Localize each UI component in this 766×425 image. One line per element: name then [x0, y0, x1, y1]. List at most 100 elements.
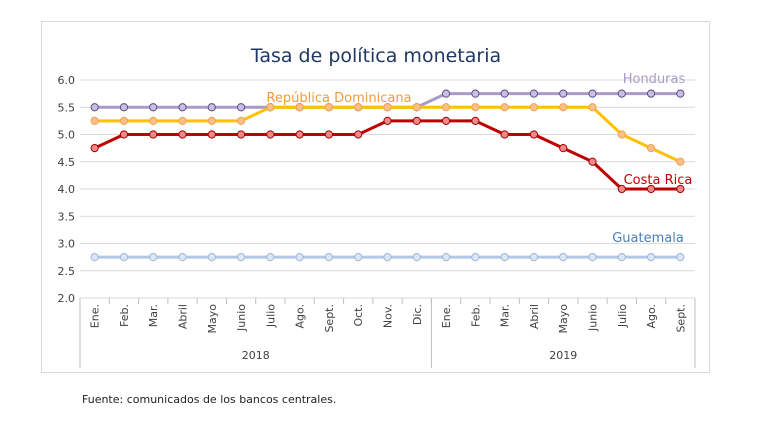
y-tick-label: 2.0: [58, 292, 76, 305]
y-tick-label: 3.5: [58, 210, 76, 223]
data-point-costa-rica: [178, 130, 187, 139]
data-point-honduras: [529, 89, 539, 98]
data-point-republica-dominicana: [266, 103, 275, 112]
x-tick-label: Junio: [235, 304, 248, 332]
data-point-costa-rica: [412, 116, 421, 125]
data-point-republica-dominicana: [617, 130, 626, 139]
data-point-republica-dominicana: [471, 103, 480, 112]
data-point-guatemala: [529, 253, 539, 262]
data-point-guatemala: [471, 253, 480, 262]
data-point-costa-rica: [354, 130, 363, 139]
x-tick-label: Dic.: [411, 304, 424, 325]
x-tick-label: Abril: [177, 304, 190, 329]
data-point-republica-dominicana: [295, 103, 304, 112]
data-point-honduras: [90, 103, 99, 112]
line-chart: Tasa de política monetaria 2.0 2.5 3.0 3.5 4…: [58, 45, 696, 368]
data-point-republica-dominicana: [236, 116, 246, 125]
data-point-honduras: [588, 89, 597, 98]
data-point-honduras: [207, 103, 216, 112]
data-point-guatemala: [266, 253, 275, 262]
y-tick-label: 6.0: [58, 74, 76, 87]
data-point-costa-rica: [646, 184, 656, 194]
data-point-costa-rica: [500, 130, 509, 139]
data-point-guatemala: [588, 253, 597, 262]
y-tick-label: 5.5: [58, 101, 76, 114]
data-point-republica-dominicana: [676, 157, 685, 166]
data-point-honduras: [500, 89, 509, 98]
year-label: 2019: [549, 349, 577, 362]
data-point-guatemala: [149, 253, 158, 262]
x-tick-label: Junio: [587, 304, 600, 332]
data-point-costa-rica: [236, 130, 246, 139]
series-label-guatemala: Guatemala: [612, 231, 684, 246]
x-tick-label: Sept.: [323, 304, 336, 333]
data-point-republica-dominicana: [559, 103, 568, 112]
data-point-guatemala: [324, 253, 334, 262]
data-point-guatemala: [617, 253, 626, 262]
data-point-guatemala: [90, 253, 99, 262]
data-point-guatemala: [383, 253, 392, 262]
series-label-honduras: Honduras: [623, 72, 686, 87]
x-tick-label: Ene.: [89, 304, 102, 328]
data-point-costa-rica: [295, 130, 304, 139]
x-tick-label: Feb.: [118, 304, 131, 327]
data-point-guatemala: [500, 253, 509, 262]
x-tick-label: Abril: [528, 304, 541, 329]
data-point-honduras: [236, 103, 246, 112]
data-point-costa-rica: [266, 130, 275, 139]
x-tick-label: Julio: [616, 304, 629, 328]
data-point-costa-rica: [383, 116, 392, 125]
data-point-guatemala: [646, 253, 656, 262]
data-point-costa-rica: [324, 130, 334, 139]
data-point-republica-dominicana: [588, 103, 597, 112]
data-point-republica-dominicana: [90, 116, 99, 125]
x-tick-label: Ago.: [645, 304, 658, 329]
data-point-costa-rica: [617, 184, 626, 194]
y-tick-label: 4.0: [58, 183, 76, 196]
data-point-honduras: [676, 89, 685, 98]
x-tick-label: Sept.: [674, 304, 687, 333]
year-label: 2018: [242, 349, 270, 362]
data-point-costa-rica: [441, 116, 451, 125]
x-tick-label: Mar.: [499, 304, 512, 327]
data-point-honduras: [178, 103, 187, 112]
x-tick-label: Ago.: [294, 304, 307, 329]
x-tick-label: Feb.: [469, 304, 482, 327]
data-point-guatemala: [207, 253, 216, 262]
data-point-republica-dominicana: [412, 103, 421, 112]
data-point-costa-rica: [471, 116, 480, 125]
data-point-costa-rica: [529, 130, 539, 139]
data-point-costa-rica: [207, 130, 216, 139]
data-point-honduras: [646, 89, 656, 98]
data-point-republica-dominicana: [529, 103, 539, 112]
y-tick-label: 3.0: [58, 238, 76, 251]
data-point-costa-rica: [90, 144, 99, 153]
data-point-honduras: [119, 103, 129, 112]
data-point-guatemala: [354, 253, 363, 262]
x-tick-label: Mayo: [557, 304, 570, 334]
data-point-guatemala: [441, 253, 451, 262]
x-tick-label: Mar.: [147, 304, 160, 327]
data-point-guatemala: [178, 253, 187, 262]
data-point-republica-dominicana: [178, 116, 187, 125]
data-point-guatemala: [412, 253, 421, 262]
data-point-costa-rica: [149, 130, 158, 139]
series-label-republica-dominicana: República Dominicana: [266, 91, 411, 106]
x-tick-label: Oct.: [352, 304, 365, 327]
x-tick-label: Ene.: [440, 304, 453, 328]
y-tick-label: 5.0: [58, 129, 76, 142]
data-point-republica-dominicana: [383, 103, 392, 112]
y-tick-label: 2.5: [58, 265, 76, 278]
x-tick-label: Julio: [264, 304, 277, 328]
data-point-republica-dominicana: [119, 116, 129, 125]
data-point-honduras: [617, 89, 626, 98]
source-note: Fuente: comunicados de los bancos centra…: [82, 393, 337, 406]
data-point-guatemala: [236, 253, 246, 262]
data-point-republica-dominicana: [149, 116, 158, 125]
data-point-guatemala: [295, 253, 304, 262]
data-point-costa-rica: [559, 144, 568, 153]
chart-title: Tasa de política monetaria: [250, 45, 501, 67]
data-point-republica-dominicana: [207, 116, 216, 125]
data-point-republica-dominicana: [324, 103, 334, 112]
data-point-republica-dominicana: [500, 103, 509, 112]
